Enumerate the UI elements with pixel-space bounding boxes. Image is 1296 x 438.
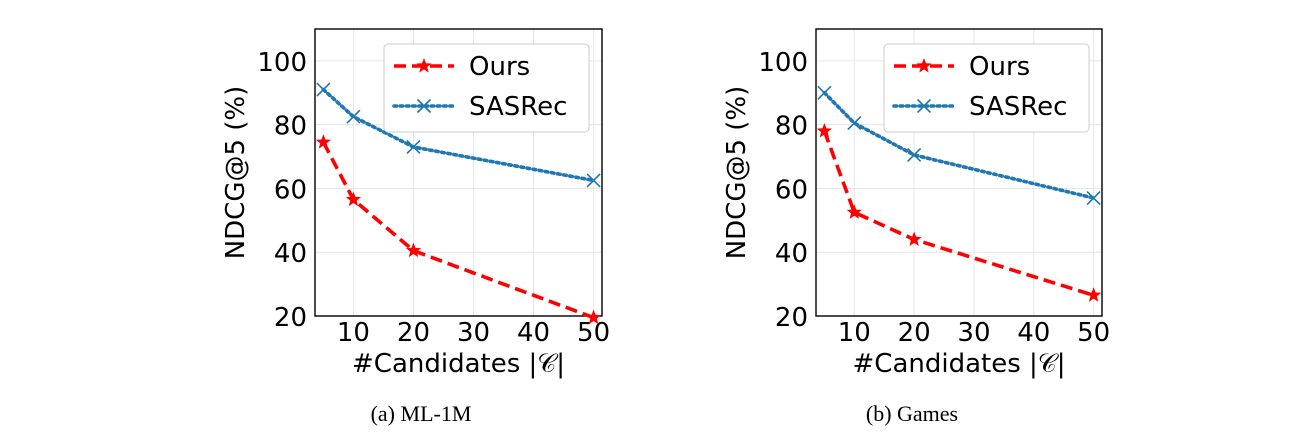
y-tick-label: 40 bbox=[775, 239, 808, 269]
legend-label-sasrec: SASRec bbox=[469, 92, 567, 122]
figure-caption: (a) ML-1M bbox=[371, 401, 472, 426]
data-point-sasrec bbox=[907, 147, 922, 163]
x-tick-label: 40 bbox=[1017, 318, 1050, 348]
y-tick-label: 20 bbox=[274, 303, 307, 333]
data-point-sasrec bbox=[316, 82, 331, 97]
data-point-ours bbox=[345, 191, 362, 207]
legend-label-ours: Ours bbox=[969, 52, 1030, 82]
legend-marker-ours bbox=[916, 58, 932, 73]
data-point-ours bbox=[585, 309, 602, 325]
x-tick-label: 20 bbox=[898, 318, 931, 348]
series-line-sasrec bbox=[822, 90, 1096, 200]
y-tick-label: 80 bbox=[274, 112, 307, 142]
y-tick-label: 80 bbox=[775, 112, 808, 142]
y-axis-label: NDCG@5 (%) bbox=[221, 86, 251, 260]
legend-marker-ours bbox=[416, 58, 432, 73]
figure-caption: (b) Games bbox=[866, 401, 958, 426]
legend-label-ours: Ours bbox=[469, 52, 530, 82]
chart-panel-2: 10 20 30 40 50 20 40 60 80 100 #Candidates |𝒞| NDCG… bbox=[722, 28, 1110, 426]
x-axis-label: #Candidates |𝒞| bbox=[352, 349, 565, 379]
data-point-sasrec bbox=[346, 109, 361, 124]
data-point-ours bbox=[405, 242, 422, 258]
x-tick-label: 50 bbox=[577, 318, 610, 348]
y-tick-label: 100 bbox=[257, 48, 307, 78]
y-tick-label: 60 bbox=[775, 175, 808, 205]
data-point-sasrec bbox=[586, 173, 601, 188]
data-point-sasrec bbox=[406, 139, 421, 155]
data-point-ours bbox=[315, 134, 332, 149]
data-point-ours bbox=[1086, 287, 1102, 302]
data-point-sasrec bbox=[1086, 190, 1101, 206]
plot-frame bbox=[314, 28, 603, 317]
x-tick-label: 10 bbox=[838, 318, 871, 348]
x-tick-label: 40 bbox=[517, 318, 550, 348]
x-tick-label: 10 bbox=[337, 318, 370, 348]
x-axis-label: #Candidates |𝒞| bbox=[853, 349, 1066, 379]
legend-marker-sasrec bbox=[416, 98, 432, 114]
y-tick-label: 40 bbox=[274, 239, 307, 269]
plot-area bbox=[315, 82, 602, 325]
legend-label-sasrec: SASRec bbox=[969, 92, 1067, 122]
data-point-sasrec bbox=[847, 116, 862, 131]
y-tick-label: 100 bbox=[758, 48, 808, 78]
data-point-ours bbox=[846, 204, 862, 219]
data-point-ours bbox=[906, 231, 922, 246]
chart-panel-1: 10 20 30 40 50 20 40 60 80 100 #Candidates |𝒞| NDCG… bbox=[221, 28, 610, 426]
data-point-sasrec bbox=[817, 85, 832, 100]
x-tick-label: 20 bbox=[397, 318, 430, 348]
y-tick-label: 20 bbox=[775, 303, 808, 333]
x-tick-label: 50 bbox=[1077, 318, 1110, 348]
plot-area bbox=[816, 85, 1102, 302]
x-tick-label: 30 bbox=[957, 318, 990, 348]
y-axis-label: NDCG@5 (%) bbox=[722, 86, 752, 260]
legend: Ours SASRec bbox=[383, 43, 590, 133]
series-line-ours bbox=[321, 141, 595, 320]
y-tick-label: 60 bbox=[274, 175, 307, 205]
x-tick-label: 30 bbox=[457, 318, 490, 348]
data-point-ours bbox=[816, 123, 832, 138]
series-line-ours bbox=[822, 130, 1095, 297]
plot-frame bbox=[815, 28, 1103, 317]
legend-marker-sasrec bbox=[916, 98, 932, 114]
series-line-sasrec bbox=[321, 87, 596, 183]
legend: Ours SASRec bbox=[883, 43, 1090, 133]
